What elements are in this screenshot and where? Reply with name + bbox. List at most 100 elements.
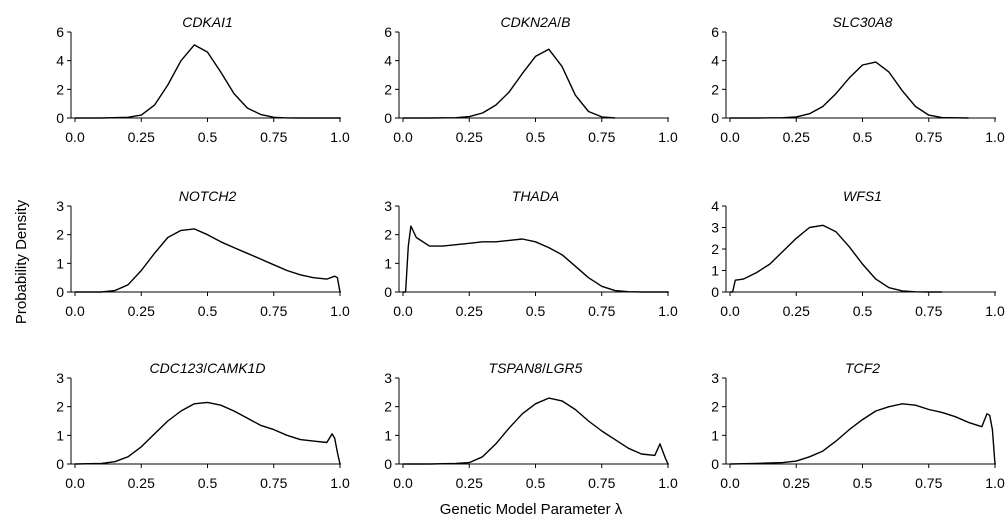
x-tick-label: 1.0 xyxy=(985,129,1005,145)
y-tick-label: 4 xyxy=(711,198,719,214)
subplot-title: THADA xyxy=(512,188,559,204)
x-tick-label: 0.25 xyxy=(128,129,155,145)
subplot-1: 0 2 4 6 0.0 0.25 0.5 0.75 1.0 CDKAI1 xyxy=(56,14,350,145)
y-tick-label: 6 xyxy=(384,24,392,40)
density-curve xyxy=(730,61,969,119)
x-tick-label: 0.75 xyxy=(260,129,287,145)
x-tick-label: 1.0 xyxy=(330,475,350,491)
subplot-2: 0 2 4 6 0.0 0.25 0.5 0.75 1.0 CDKN2A/B xyxy=(384,14,678,145)
y-tick-label: 1 xyxy=(711,263,719,279)
x-tick-label: 0.25 xyxy=(783,129,810,145)
x-tick-label: 0.5 xyxy=(198,129,218,145)
subplot-4: 0 1 2 3 0.0 0.25 0.5 0.75 1.0 NOTCH2 xyxy=(56,188,350,319)
subplot-5: 0 1 2 3 0.0 0.25 0.5 0.75 1.0 THADA xyxy=(384,188,678,319)
x-tick-label: 0.0 xyxy=(65,129,85,145)
y-tick-label: 3 xyxy=(384,198,392,214)
density-curve xyxy=(74,401,341,465)
y-tick-label: 0 xyxy=(711,456,719,472)
x-tick-label: 1.0 xyxy=(985,303,1005,319)
y-tick-label: 1 xyxy=(56,427,64,443)
y-tick-label: 2 xyxy=(711,241,719,257)
y-tick-label: 1 xyxy=(384,427,392,443)
subplot-title: NOTCH2 xyxy=(179,188,237,204)
density-curve xyxy=(403,397,669,465)
subplot-7: 0 1 2 3 0.0 0.25 0.5 0.75 1.0 CDC123/CAMK1D xyxy=(56,360,350,491)
y-tick-label: 1 xyxy=(384,255,392,271)
y-tick-label: 2 xyxy=(384,399,392,415)
y-tick-label: 2 xyxy=(384,81,392,97)
x-tick-label: 0.25 xyxy=(783,475,810,491)
x-tick-label: 0.0 xyxy=(65,303,85,319)
x-tick-label: 0.0 xyxy=(720,303,740,319)
y-tick-label: 0 xyxy=(384,456,392,472)
x-tick-label: 0.0 xyxy=(393,303,413,319)
x-tick-label: 0.25 xyxy=(456,129,483,145)
y-tick-label: 2 xyxy=(384,227,392,243)
x-tick-label: 0.5 xyxy=(853,303,873,319)
y-tick-label: 2 xyxy=(711,399,719,415)
x-tick-label: 0.75 xyxy=(915,129,942,145)
y-tick-label: 2 xyxy=(56,227,64,243)
subplot-6: 0 1 2 3 4 0.0 0.25 0.5 0.75 1.0 WFS1 xyxy=(711,188,1005,319)
y-tick-label: 0 xyxy=(56,284,64,300)
density-curve xyxy=(75,228,341,293)
y-tick-label: 3 xyxy=(711,220,719,236)
x-tick-label: 0.5 xyxy=(198,303,218,319)
x-tick-label: 0.75 xyxy=(588,303,615,319)
subplot-title: SLC30A8 xyxy=(833,14,893,30)
y-tick-label: 3 xyxy=(56,370,64,386)
x-tick-label: 0.5 xyxy=(198,475,218,491)
x-tick-label: 0.5 xyxy=(853,475,873,491)
x-tick-label: 1.0 xyxy=(330,303,350,319)
y-tick-label: 0 xyxy=(56,456,64,472)
y-tick-label: 3 xyxy=(384,370,392,386)
density-curve xyxy=(730,224,942,293)
x-tick-label: 0.25 xyxy=(783,303,810,319)
subplot-title: TSPAN8/LGR5 xyxy=(489,360,583,376)
subplot-title: CDKN2A/B xyxy=(500,14,570,30)
y-tick-label: 0 xyxy=(56,110,64,126)
y-axis-label: Probability Density xyxy=(13,199,30,324)
x-tick-label: 1.0 xyxy=(658,475,678,491)
x-tick-label: 0.75 xyxy=(588,129,615,145)
x-tick-label: 0.5 xyxy=(526,129,546,145)
subplot-title: CDC123/CAMK1D xyxy=(150,360,266,376)
subplot-9: 0 1 2 3 0.0 0.25 0.5 0.75 1.0 TCF2 xyxy=(711,360,1005,491)
subplot-grid: 0 2 4 6 0.0 0.25 0.5 0.75 1.0 CDKAI1 0 2 4 6 0.0 0.25 0.… xyxy=(56,14,1005,491)
y-tick-label: 1 xyxy=(56,255,64,271)
x-tick-label: 0.0 xyxy=(720,475,740,491)
x-tick-label: 0.75 xyxy=(915,475,942,491)
y-tick-label: 0 xyxy=(711,284,719,300)
x-tick-label: 0.75 xyxy=(260,303,287,319)
x-tick-label: 1.0 xyxy=(658,303,678,319)
density-curve xyxy=(75,44,340,119)
subplot-title: CDKAI1 xyxy=(182,14,233,30)
x-tick-label: 0.5 xyxy=(526,303,546,319)
subplot-title: WFS1 xyxy=(843,188,882,204)
x-tick-label: 0.0 xyxy=(65,475,85,491)
x-tick-label: 0.75 xyxy=(588,475,615,491)
y-tick-label: 2 xyxy=(56,399,64,415)
y-tick-label: 3 xyxy=(56,198,64,214)
x-tick-label: 1.0 xyxy=(658,129,678,145)
x-tick-label: 1.0 xyxy=(330,129,350,145)
subplot-3: 0 2 4 6 0.0 0.25 0.5 0.75 1.0 SLC30A8 xyxy=(711,14,1005,145)
x-tick-label: 0.5 xyxy=(526,475,546,491)
x-axis-label: Genetic Model Parameter λ xyxy=(440,501,623,518)
y-tick-label: 4 xyxy=(711,53,719,69)
y-tick-label: 4 xyxy=(384,53,392,69)
x-tick-label: 0.0 xyxy=(720,129,740,145)
x-tick-label: 0.5 xyxy=(853,129,873,145)
x-tick-label: 1.0 xyxy=(985,475,1005,491)
density-curve xyxy=(403,225,668,293)
x-tick-label: 0.75 xyxy=(915,303,942,319)
y-tick-label: 0 xyxy=(384,110,392,126)
subplot-8: 0 1 2 3 0.0 0.25 0.5 0.75 1.0 TSPAN8/LGR5 xyxy=(384,360,678,491)
y-tick-label: 0 xyxy=(711,110,719,126)
y-tick-label: 4 xyxy=(56,53,64,69)
y-tick-label: 6 xyxy=(56,24,64,40)
x-tick-label: 0.0 xyxy=(393,129,413,145)
y-tick-label: 3 xyxy=(711,370,719,386)
x-tick-label: 0.25 xyxy=(128,475,155,491)
y-tick-label: 2 xyxy=(711,81,719,97)
